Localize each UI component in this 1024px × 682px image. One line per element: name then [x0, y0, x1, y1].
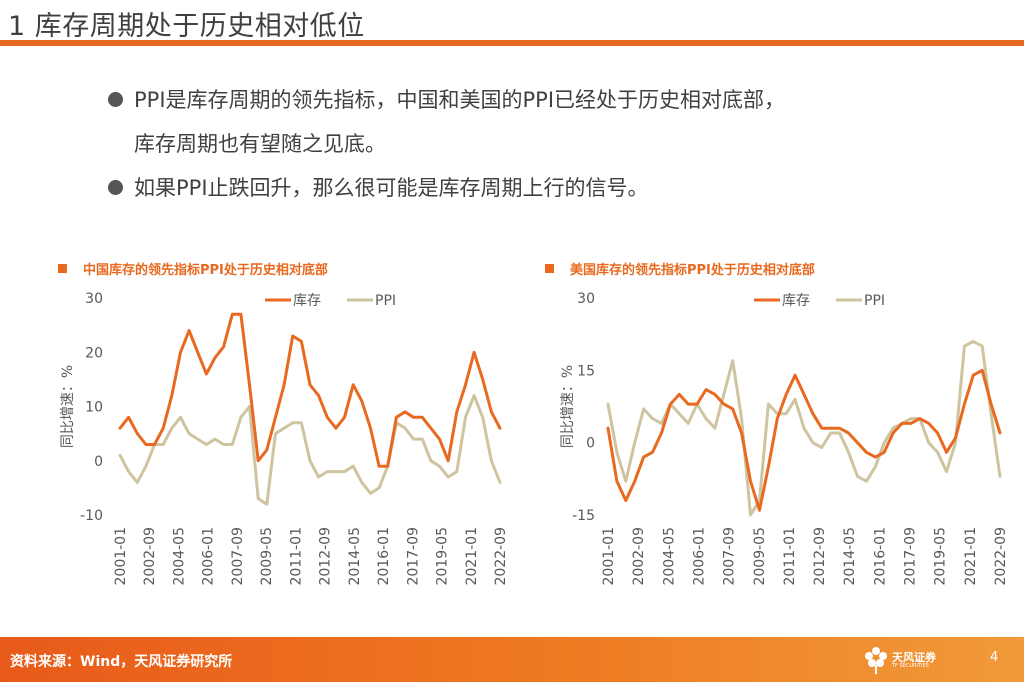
x-tick-label: 2014-05	[842, 527, 858, 586]
x-tick-label: 2022-09	[993, 527, 1009, 586]
chart-title-text: 美国库存的领先指标PPI处于历史相对底部	[570, 263, 815, 278]
chart-title-text: 中国库存的领先指标PPI处于历史相对底部	[83, 263, 328, 278]
x-tick-label: 2002-09	[631, 527, 647, 586]
bullet-list: PPI是库存周期的领先指标，中国和美国的PPI已经处于历史相对底部， 库存周期也…	[106, 78, 986, 210]
x-tick-label: 2019-05	[435, 527, 451, 586]
x-tick-label: 2001-01	[601, 527, 617, 586]
chart-title-us: 美国库存的领先指标PPI处于历史相对底部	[545, 259, 815, 278]
page-title: 1 库存周期处于历史相对低位	[8, 11, 365, 42]
bullet-item: 如果PPI止跌回升，那么很可能是库存周期上行的信号。	[106, 166, 986, 210]
y-tick-label: 0	[586, 436, 595, 452]
page-number: 4	[990, 650, 999, 665]
x-tick-label: 2016-01	[872, 527, 888, 586]
us-inventory-ppi-chart: 30 15 0 -15 同比增速：% 2001-01 2002-09 2004-05 2006-…	[560, 291, 1009, 586]
y-axis-title: 同比增速：%	[560, 365, 576, 448]
x-tick-label: 2017-09	[903, 527, 919, 586]
x-tick-label: 2006-01	[691, 527, 707, 586]
inventory-series-line	[606, 368, 1002, 512]
y-tick-label: 30	[577, 291, 595, 307]
bullet-text-line: 如果PPI止跌回升，那么很可能是库存周期上行的信号。	[134, 176, 649, 200]
legend-label: PPI	[375, 293, 396, 309]
x-tick-label: 2007-09	[230, 527, 246, 586]
ppi-series-line	[118, 394, 502, 506]
title-divider	[0, 40, 1024, 46]
x-tick-label: 2021-01	[464, 527, 480, 586]
y-tick-label: -10	[80, 508, 103, 524]
square-bullet-icon	[545, 264, 554, 273]
x-tick-label: 2001-01	[113, 527, 129, 586]
bullet-text-line: 库存周期也有望随之见底。	[134, 132, 386, 156]
x-tick-label: 2004-05	[171, 527, 187, 586]
bullet-item: PPI是库存周期的领先指标，中国和美国的PPI已经处于历史相对底部， 库存周期也…	[106, 78, 986, 166]
x-tick-label: 2006-01	[201, 527, 217, 586]
x-tick-label: 2007-09	[722, 527, 738, 586]
logo-subtext: TF SECURITIES	[892, 663, 929, 669]
y-tick-label: 0	[94, 454, 103, 470]
legend-label: 库存	[293, 293, 321, 309]
ppi-series-line	[606, 339, 1002, 517]
x-tick-label: 2021-01	[963, 527, 979, 586]
x-tick-label: 2012-09	[318, 527, 334, 586]
x-tick-label: 2009-05	[259, 527, 275, 586]
y-tick-label: 30	[85, 291, 103, 307]
bullet-dot-icon	[108, 92, 123, 107]
y-axis-title: 同比增速：%	[60, 365, 76, 448]
bullet-text-line: PPI是库存周期的领先指标，中国和美国的PPI已经处于历史相对底部，	[134, 88, 786, 112]
x-tick-label: 2022-09	[493, 527, 509, 586]
y-tick-label: 10	[85, 400, 103, 416]
footer-source: 资料来源：Wind，天风证券研究所	[10, 654, 233, 670]
bullet-dot-icon	[108, 180, 123, 195]
x-tick-label: 2009-05	[752, 527, 768, 586]
x-tick-label: 2011-01	[782, 527, 798, 586]
flower-logo-icon	[865, 647, 887, 674]
china-inventory-ppi-chart: 30 20 10 0 -10 同比增速：% 2001-01 2002-09 2004-05 200…	[60, 291, 509, 586]
y-tick-label: 15	[577, 363, 595, 379]
footer-bar	[0, 637, 1024, 682]
y-tick-label: 20	[85, 345, 103, 361]
logo-text: 天风证券	[892, 651, 936, 664]
x-tick-label: 2012-09	[812, 527, 828, 586]
y-tick-label: -15	[572, 508, 595, 524]
company-logo: 天风证券 TF SECURITIES	[862, 645, 938, 675]
x-tick-label: 2019-05	[933, 527, 949, 586]
x-tick-label: 2017-09	[405, 527, 421, 586]
x-tick-label: 2016-01	[376, 527, 392, 586]
x-tick-label: 2014-05	[347, 527, 363, 586]
square-bullet-icon	[58, 264, 67, 273]
legend-label: 库存	[782, 293, 810, 309]
x-tick-label: 2002-09	[142, 527, 158, 586]
chart-title-china: 中国库存的领先指标PPI处于历史相对底部	[58, 259, 328, 278]
x-tick-label: 2004-05	[661, 527, 677, 586]
legend-label: PPI	[864, 293, 885, 309]
inventory-series-line	[118, 312, 502, 468]
x-tick-label: 2011-01	[288, 527, 304, 586]
